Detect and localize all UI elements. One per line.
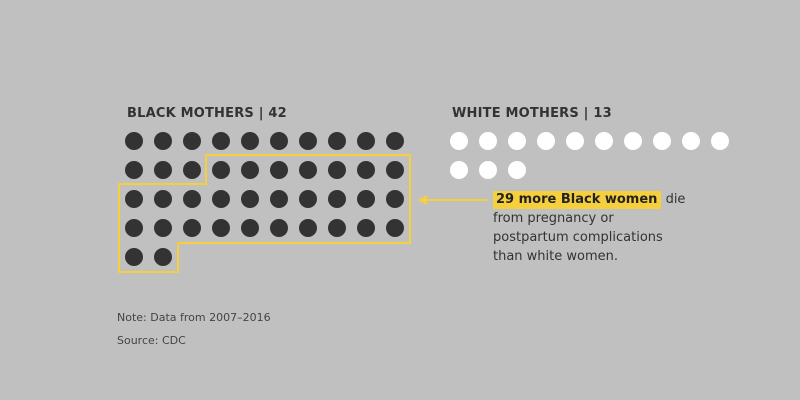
black-mother-dot [212,190,230,208]
black-mother-dot [125,132,143,150]
black-mother-dot [328,190,346,208]
annotation-text: 29 more Black women die from pregnancy o… [493,190,723,266]
black-mother-dot [328,219,346,237]
black-mother-dot [270,190,288,208]
white-mother-dot [566,132,584,150]
black-mother-dot [125,248,143,266]
black-mother-dot [299,190,317,208]
black-mother-dot [270,161,288,179]
black-mother-dot [241,132,259,150]
black-mother-dot [270,219,288,237]
black-mother-dot [154,190,172,208]
white-mother-dot [537,132,555,150]
black-mother-dot [125,161,143,179]
white-mother-dot [508,161,526,179]
black-mother-dot [154,219,172,237]
source-note: Source: CDC [117,334,186,347]
black-mother-dot [154,248,172,266]
black-mother-dot [357,161,375,179]
black-mother-dot [386,219,404,237]
black-mother-dot [299,161,317,179]
annotation-line-3: than white women. [493,249,619,264]
white-mothers-label: WHITE MOTHERS | 13 [452,106,612,121]
white-mother-dot [595,132,613,150]
white-mother-dot [508,132,526,150]
black-mother-dot [183,190,201,208]
black-mother-dot [299,219,317,237]
black-mother-dot [241,161,259,179]
black-mother-dot [125,190,143,208]
black-mother-dot [183,219,201,237]
black-mother-dot [357,219,375,237]
black-mothers-label: BLACK MOTHERS | 42 [127,106,287,121]
black-mother-dot [212,219,230,237]
black-mother-dot [154,132,172,150]
black-mother-dot [299,132,317,150]
white-mother-dot [450,132,468,150]
black-mother-dot [357,190,375,208]
black-mother-dot [386,161,404,179]
white-mother-dot [479,132,497,150]
black-mother-dot [270,132,288,150]
black-mother-dot [357,132,375,150]
black-mother-dot [183,132,201,150]
black-mother-dot [212,161,230,179]
black-mother-dot [212,132,230,150]
black-mother-dot [386,190,404,208]
white-mother-dot [711,132,729,150]
black-mother-dot [386,132,404,150]
black-mother-dot [241,190,259,208]
black-mother-dot [328,132,346,150]
white-mother-dot [479,161,497,179]
annotation-line-2: postpartum complications [493,230,663,245]
white-mother-dot [624,132,642,150]
annotation-highlight: 29 more Black women [493,191,662,209]
black-mother-dot [328,161,346,179]
white-mother-dot [682,132,700,150]
footnote: Note: Data from 2007–2016 [117,311,271,324]
white-mother-dot [450,161,468,179]
black-mother-dot [125,219,143,237]
annotation-text-after: die [665,192,686,207]
highlight-outline [118,154,411,273]
black-mother-dot [183,161,201,179]
white-mother-dot [653,132,671,150]
annotation-line-1: from pregnancy or [493,211,614,226]
annotation-arrow-head [418,195,427,205]
black-mother-dot [241,219,259,237]
black-mother-dot [154,161,172,179]
